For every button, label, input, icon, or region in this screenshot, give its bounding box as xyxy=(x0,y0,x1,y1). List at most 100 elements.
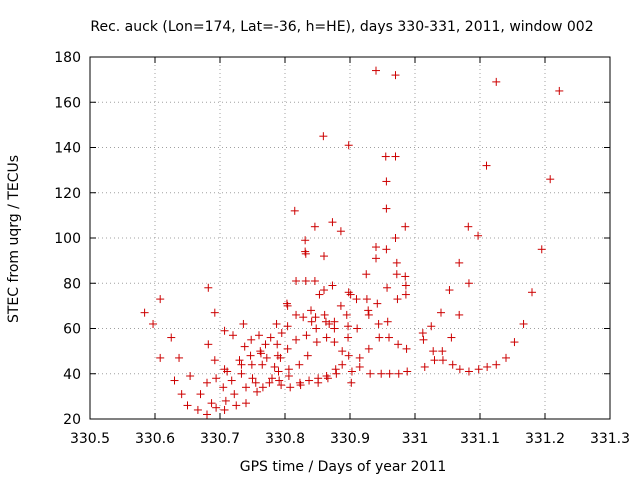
data-point xyxy=(299,313,308,322)
data-point xyxy=(283,322,292,331)
data-point xyxy=(242,399,250,408)
data-point xyxy=(292,276,301,285)
data-point xyxy=(362,270,371,279)
data-point xyxy=(296,381,305,390)
data-point xyxy=(183,401,192,410)
data-point xyxy=(430,356,439,365)
data-point xyxy=(237,369,246,378)
data-point xyxy=(385,369,394,378)
x-tick-label: 330.5 xyxy=(70,431,110,447)
data-point xyxy=(277,329,286,338)
y-tick-label: 100 xyxy=(54,231,81,247)
data-point xyxy=(464,222,473,231)
data-point xyxy=(381,152,390,161)
data-point xyxy=(382,177,391,186)
data-point xyxy=(223,367,232,376)
data-point xyxy=(420,362,429,371)
data-point xyxy=(377,369,386,378)
data-point xyxy=(373,299,382,308)
data-point xyxy=(418,329,427,338)
x-tick-label: 330.7 xyxy=(200,431,240,447)
data-point xyxy=(302,331,311,340)
data-point xyxy=(219,383,228,392)
data-point xyxy=(247,360,256,369)
data-point xyxy=(175,353,184,362)
data-point xyxy=(330,324,339,333)
data-point xyxy=(344,333,353,342)
data-point xyxy=(347,378,356,387)
data-point xyxy=(235,356,244,365)
data-point xyxy=(212,374,221,383)
data-point xyxy=(220,405,229,414)
data-point xyxy=(402,344,411,353)
data-point xyxy=(283,344,292,353)
x-tick-label: 331.3 xyxy=(590,431,630,447)
data-point xyxy=(303,351,312,360)
data-point xyxy=(310,222,319,231)
data-point xyxy=(203,378,211,387)
data-point xyxy=(261,340,270,349)
data-point xyxy=(229,331,237,340)
data-point xyxy=(258,383,267,392)
y-tick-label: 140 xyxy=(54,141,81,157)
data-point xyxy=(366,369,375,378)
data-point xyxy=(286,383,295,392)
data-point xyxy=(372,254,380,263)
data-point xyxy=(394,369,403,378)
data-point xyxy=(212,403,221,412)
data-point xyxy=(383,283,392,292)
data-point xyxy=(312,324,321,333)
data-point xyxy=(445,286,454,295)
data-point xyxy=(391,234,400,242)
data-point xyxy=(438,347,447,356)
data-point xyxy=(427,322,436,331)
data-point xyxy=(305,376,314,385)
data-point xyxy=(419,335,428,344)
data-point xyxy=(312,338,321,347)
data-point xyxy=(204,340,213,349)
data-point xyxy=(301,236,310,245)
y-tick-label: 180 xyxy=(54,50,81,66)
data-point xyxy=(344,351,353,360)
data-point xyxy=(401,290,410,299)
data-point xyxy=(346,290,355,299)
data-point xyxy=(401,281,410,290)
data-point xyxy=(455,258,464,267)
data-point xyxy=(237,360,246,369)
data-point xyxy=(140,308,149,317)
data-point xyxy=(374,319,383,328)
y-axis-title: STEC from uqrg / TECUs xyxy=(6,155,22,323)
x-tick-label: 330.9 xyxy=(330,431,370,447)
data-point xyxy=(284,365,293,374)
data-point xyxy=(320,252,328,261)
data-point xyxy=(167,333,176,342)
data-point xyxy=(338,360,347,369)
data-point xyxy=(347,367,356,376)
data-point xyxy=(301,249,310,258)
chart-title: Rec. auck (Lon=174, Lat=-36, h=HE), days… xyxy=(90,19,593,35)
data-point xyxy=(352,295,361,304)
data-point xyxy=(328,281,337,290)
data-point xyxy=(307,306,315,315)
data-point xyxy=(220,326,229,335)
data-point xyxy=(270,362,279,371)
data-point xyxy=(492,360,501,369)
data-point xyxy=(273,340,282,349)
data-point xyxy=(331,365,340,374)
data-point xyxy=(275,376,284,385)
data-point xyxy=(258,360,267,369)
data-point xyxy=(283,301,292,310)
data-point xyxy=(319,132,328,141)
data-point xyxy=(314,378,323,387)
x-tick-label: 330.6 xyxy=(135,431,175,447)
data-point xyxy=(310,276,319,285)
data-point xyxy=(382,204,391,213)
data-point xyxy=(355,362,364,371)
data-point xyxy=(344,141,353,150)
data-point xyxy=(464,279,473,288)
data-point xyxy=(362,295,371,304)
y-tick-label: 20 xyxy=(63,412,81,428)
data-point xyxy=(325,319,334,328)
x-axis-title: GPS time / Days of year 2011 xyxy=(240,459,447,475)
